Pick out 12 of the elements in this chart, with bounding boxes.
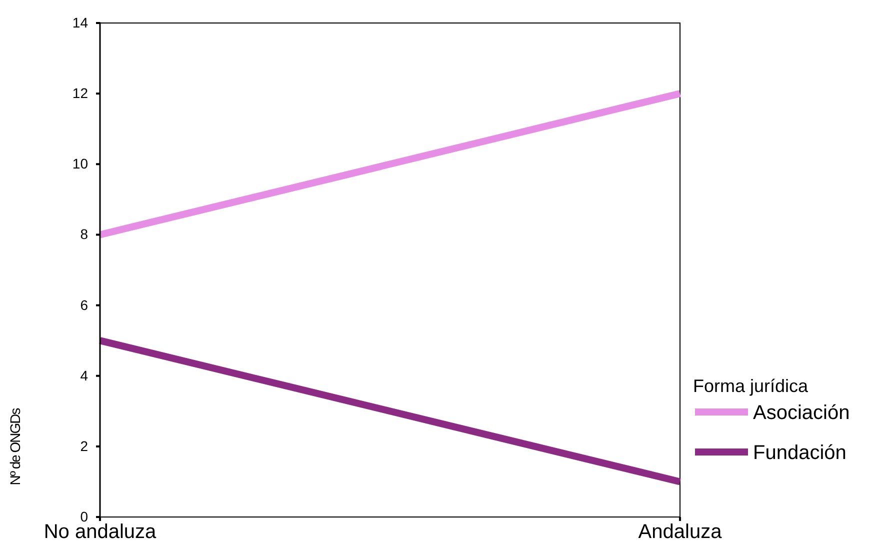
y-tick-label: 6 <box>80 296 88 313</box>
y-axis-title: Nº de ONGDs <box>7 408 23 486</box>
y-tick-label: 8 <box>80 226 88 242</box>
y-tick-label: 2 <box>80 438 88 454</box>
y-tick-label: 10 <box>72 156 88 172</box>
y-tick-label: 14 <box>72 14 88 30</box>
legend-title: Forma jurídica <box>693 376 810 396</box>
x-tick-label: Andaluza <box>638 521 723 544</box>
y-tick-label: 4 <box>80 367 88 384</box>
legend-label: Fundación <box>753 442 846 464</box>
legend-label: Asociación <box>753 402 850 424</box>
y-tick-label: 12 <box>72 85 88 102</box>
